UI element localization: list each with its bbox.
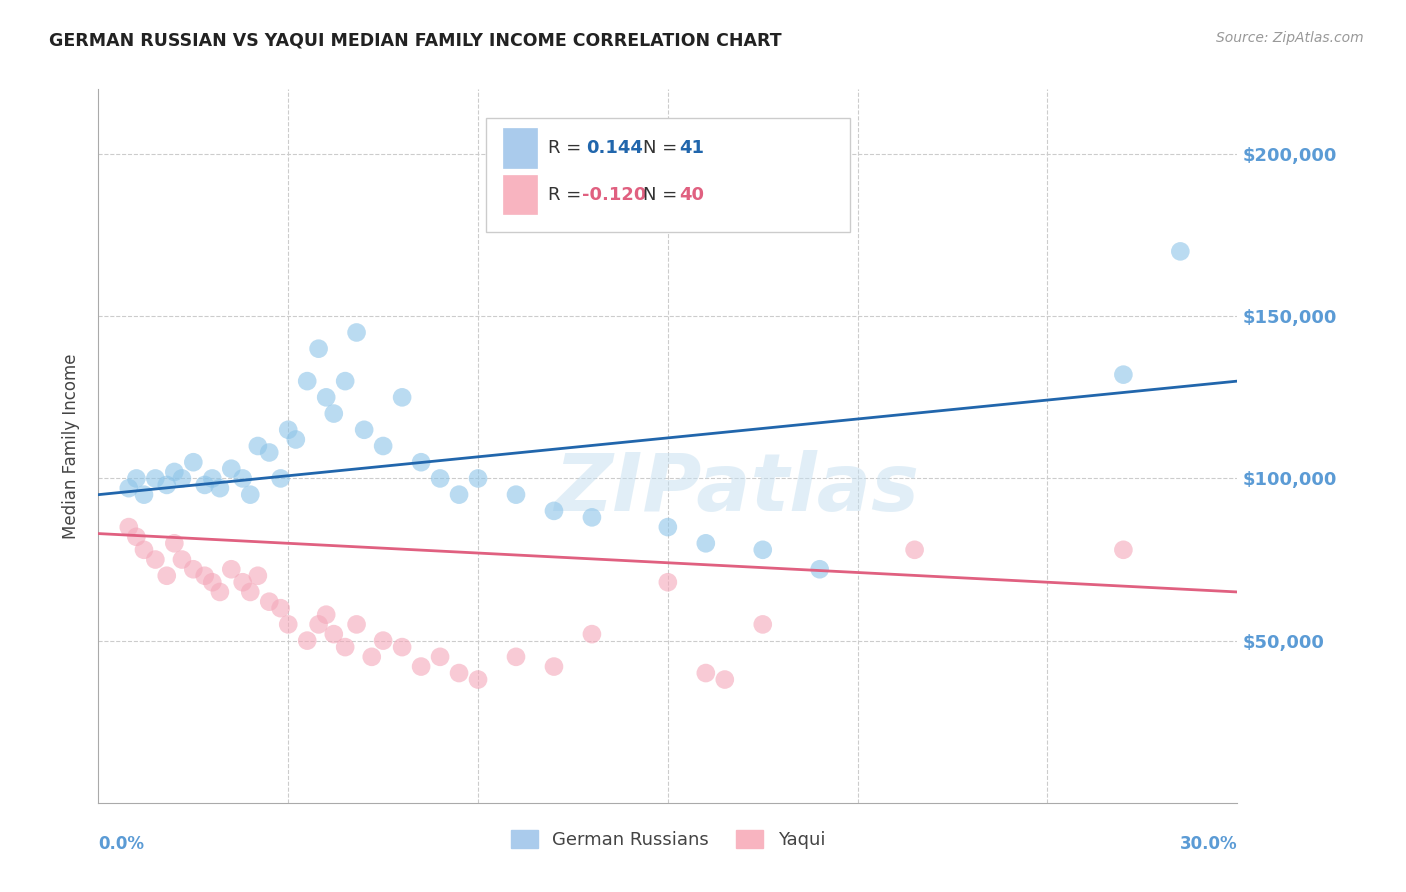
Point — [239, 488, 262, 502]
Point — [335, 640, 357, 654]
Point — [308, 617, 330, 632]
Point — [239, 585, 262, 599]
Point — [411, 455, 433, 469]
Point — [170, 552, 193, 566]
Point — [221, 461, 243, 475]
Point — [543, 504, 565, 518]
Y-axis label: Median Family Income: Median Family Income — [62, 353, 80, 539]
Point — [904, 542, 927, 557]
Point — [232, 471, 254, 485]
Point — [322, 407, 344, 421]
Point — [201, 471, 224, 485]
Point — [335, 374, 357, 388]
Point — [467, 673, 489, 687]
Point — [808, 562, 831, 576]
FancyBboxPatch shape — [503, 175, 537, 214]
Point — [1112, 542, 1135, 557]
Point — [695, 536, 717, 550]
Point — [371, 439, 394, 453]
Point — [449, 488, 471, 502]
Text: Source: ZipAtlas.com: Source: ZipAtlas.com — [1216, 31, 1364, 45]
Point — [208, 481, 231, 495]
Point — [1170, 244, 1192, 259]
Point — [132, 488, 155, 502]
Point — [183, 455, 205, 469]
Point — [221, 562, 243, 576]
Text: 40: 40 — [679, 186, 704, 203]
Point — [145, 471, 167, 485]
Point — [449, 666, 471, 681]
Text: GERMAN RUSSIAN VS YAQUI MEDIAN FAMILY INCOME CORRELATION CHART: GERMAN RUSSIAN VS YAQUI MEDIAN FAMILY IN… — [49, 31, 782, 49]
Point — [163, 465, 186, 479]
Text: 0.144: 0.144 — [586, 139, 643, 157]
Text: N =: N = — [643, 139, 678, 157]
Point — [714, 673, 737, 687]
Point — [297, 374, 319, 388]
Point — [353, 423, 375, 437]
Point — [315, 390, 337, 404]
Text: -0.120: -0.120 — [582, 186, 647, 203]
Point — [201, 575, 224, 590]
Point — [752, 617, 775, 632]
Point — [125, 530, 148, 544]
Point — [194, 568, 217, 582]
Point — [657, 575, 679, 590]
Point — [308, 342, 330, 356]
Point — [581, 627, 603, 641]
Point — [581, 510, 603, 524]
Point — [657, 520, 679, 534]
FancyBboxPatch shape — [503, 128, 537, 168]
Point — [194, 478, 217, 492]
Text: N =: N = — [643, 186, 678, 203]
Point — [346, 617, 368, 632]
Point — [411, 659, 433, 673]
Point — [391, 390, 413, 404]
Point — [208, 585, 231, 599]
Point — [277, 617, 299, 632]
Point — [505, 488, 527, 502]
Point — [284, 433, 307, 447]
Point — [346, 326, 368, 340]
Text: R =: R = — [548, 139, 582, 157]
Point — [322, 627, 344, 641]
Point — [156, 568, 179, 582]
Point — [360, 649, 382, 664]
Point — [505, 649, 527, 664]
Point — [543, 659, 565, 673]
Point — [270, 601, 292, 615]
Point — [145, 552, 167, 566]
Text: ZIPatlas: ZIPatlas — [554, 450, 918, 528]
Point — [118, 481, 141, 495]
Text: R =: R = — [548, 186, 582, 203]
Point — [183, 562, 205, 576]
Point — [232, 575, 254, 590]
Point — [156, 478, 179, 492]
Point — [391, 640, 413, 654]
Point — [132, 542, 155, 557]
Point — [371, 633, 394, 648]
FancyBboxPatch shape — [485, 118, 851, 232]
Point — [429, 649, 451, 664]
Point — [695, 666, 717, 681]
Point — [467, 471, 489, 485]
Point — [752, 542, 775, 557]
Point — [259, 595, 281, 609]
Text: 41: 41 — [679, 139, 704, 157]
Point — [315, 607, 337, 622]
Legend: German Russians, Yaqui: German Russians, Yaqui — [502, 821, 834, 858]
Point — [1112, 368, 1135, 382]
Point — [270, 471, 292, 485]
Text: 0.0%: 0.0% — [98, 835, 145, 853]
Point — [246, 568, 269, 582]
Point — [246, 439, 269, 453]
Point — [125, 471, 148, 485]
Point — [429, 471, 451, 485]
Point — [118, 520, 141, 534]
Point — [259, 445, 281, 459]
Point — [170, 471, 193, 485]
Point — [297, 633, 319, 648]
Point — [277, 423, 299, 437]
Text: 30.0%: 30.0% — [1180, 835, 1237, 853]
Point — [163, 536, 186, 550]
